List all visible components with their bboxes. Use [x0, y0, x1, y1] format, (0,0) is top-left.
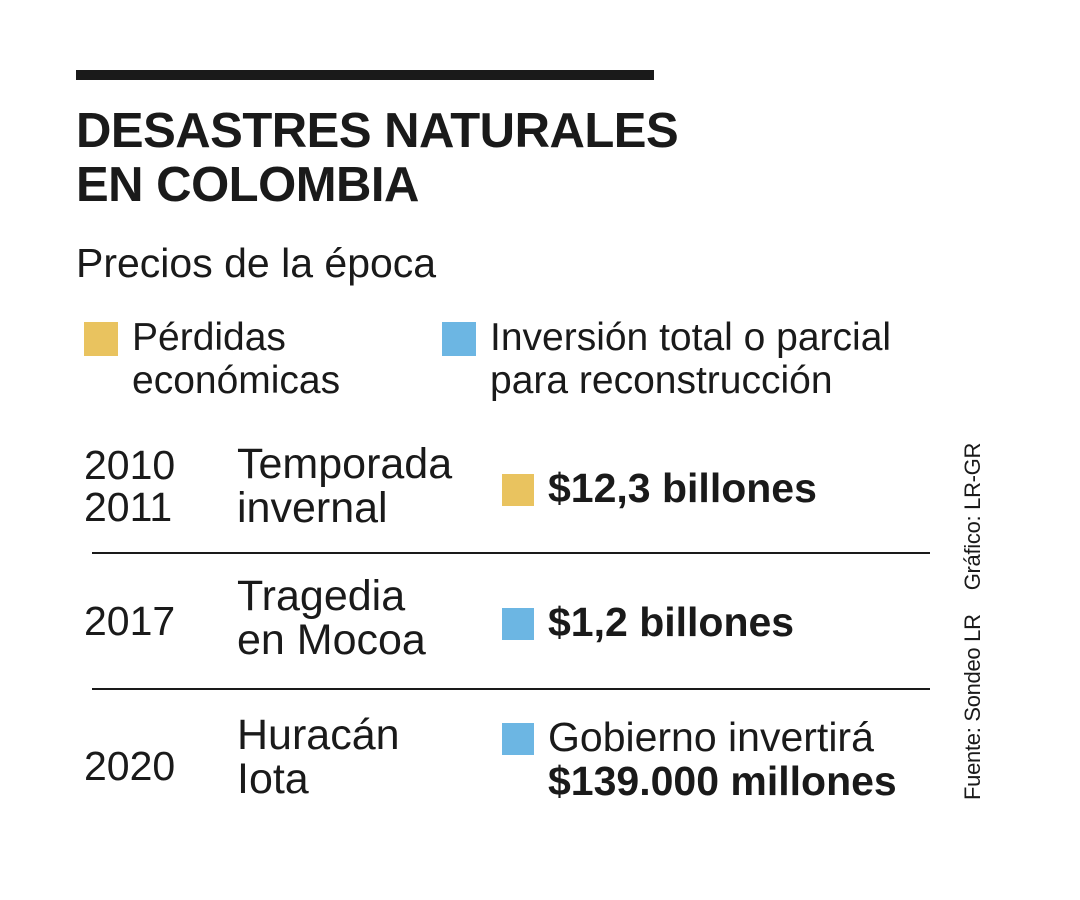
- row-event-line-1: Tragedia: [237, 572, 406, 620]
- legend-label-investment-line-1: Inversión total o parcial: [490, 316, 892, 359]
- source-note: Fuente: Sondeo LR Gráfico: LR-GR: [960, 419, 986, 800]
- row-year-line-1: 2010: [84, 442, 176, 488]
- row-value-line-1: $12,3 billones: [548, 465, 817, 511]
- row-event-line-2: en Mocoa: [237, 616, 426, 664]
- row-event: Tragedia en Mocoa: [237, 574, 426, 662]
- legend-label-losses-line-1: Pérdidas: [132, 316, 286, 359]
- legend-label-investment-line-2: para reconstrucción: [490, 359, 833, 402]
- row-value-line-2: $139.000 millones: [548, 758, 897, 804]
- row-year: 2010 2011: [84, 444, 175, 528]
- row-value-swatch: [502, 723, 534, 755]
- legend-item-investment: Inversión total o parcial para reconstru…: [442, 316, 891, 402]
- legend-swatch-losses: [84, 322, 118, 356]
- row-divider: [92, 688, 930, 690]
- row-event-line-1: Huracán: [237, 711, 400, 759]
- row-value-swatch: [502, 474, 534, 506]
- row-value-text: $1,2 billones: [548, 600, 794, 644]
- row-year: 2020: [84, 745, 175, 787]
- row-value-text: Gobierno invertirá $139.000 millones: [548, 715, 897, 803]
- row-divider: [92, 552, 930, 554]
- row-year: 2017: [84, 600, 175, 642]
- legend-label-losses-line-2: económicas: [132, 359, 341, 402]
- table-row: 2020 Huracán Iota Gobierno invertirá $13…: [0, 713, 1080, 815]
- row-year-line-2: 2011: [84, 484, 173, 530]
- row-event: Temporada invernal: [237, 442, 452, 530]
- row-event-line-2: Iota: [237, 755, 309, 803]
- source-text: Fuente: Sondeo LR: [960, 614, 985, 800]
- row-value: $1,2 billones: [502, 600, 794, 644]
- table-row: 2017 Tragedia en Mocoa $1,2 billones: [0, 574, 1080, 676]
- row-value-line-1: Gobierno invertirá: [548, 714, 874, 760]
- row-value-line-1: $1,2 billones: [548, 599, 795, 645]
- credit-text: Gráfico: LR-GR: [960, 442, 985, 591]
- legend-label-losses: Pérdidas económicas: [132, 316, 340, 402]
- row-value-text: $12,3 billones: [548, 466, 817, 510]
- table-row: 2010 2011 Temporada invernal $12,3 billo…: [0, 442, 1080, 544]
- row-value: $12,3 billones: [502, 466, 817, 510]
- page-title: DESASTRES NATURALES EN COLOMBIA: [76, 104, 679, 212]
- row-value: Gobierno invertirá $139.000 millones: [502, 715, 897, 803]
- legend-item-losses: Pérdidas económicas: [84, 316, 340, 402]
- row-event: Huracán Iota: [237, 713, 400, 801]
- title-line-2: EN COLOMBIA: [76, 158, 419, 212]
- row-event-line-1: Temporada: [237, 440, 453, 488]
- row-event-line-2: invernal: [237, 484, 388, 532]
- subtitle: Precios de la época: [76, 240, 437, 286]
- top-rule: [76, 70, 654, 80]
- row-year-line-1: 2017: [84, 598, 176, 644]
- legend-swatch-investment: [442, 322, 476, 356]
- row-year-line-1: 2020: [84, 743, 176, 789]
- title-line-1: DESASTRES NATURALES: [76, 104, 679, 158]
- legend-label-investment: Inversión total o parcial para reconstru…: [490, 316, 891, 402]
- row-value-swatch: [502, 608, 534, 640]
